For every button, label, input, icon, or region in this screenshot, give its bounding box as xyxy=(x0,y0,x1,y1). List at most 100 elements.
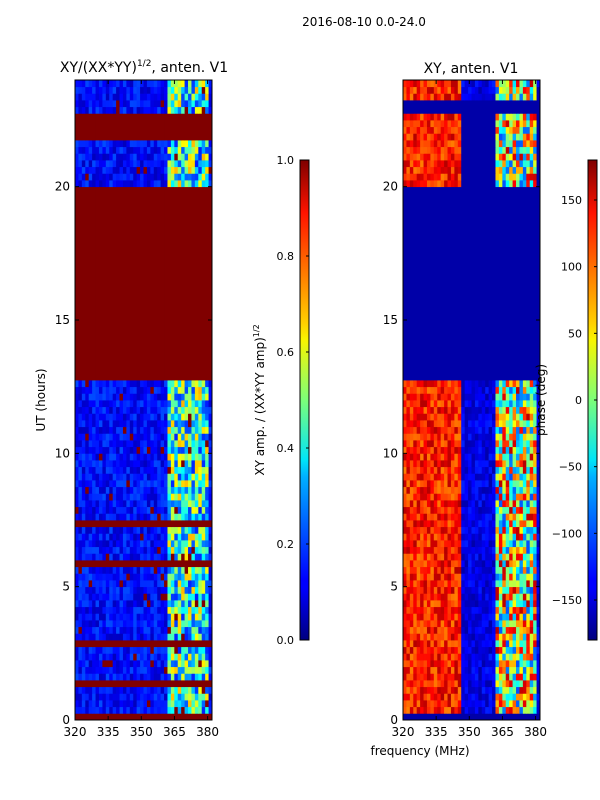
heatmap-cell xyxy=(164,186,168,194)
heatmap-cell xyxy=(136,606,141,614)
heatmap-cell xyxy=(492,640,496,648)
heatmap-cell xyxy=(129,413,134,421)
heatmap-cell xyxy=(194,246,199,254)
heatmap-cell xyxy=(468,700,472,708)
heatmap-cell xyxy=(140,80,144,88)
heatmap-cell xyxy=(112,646,117,654)
heatmap-cell xyxy=(98,226,103,234)
heatmap-cell xyxy=(444,680,448,688)
heatmap-cell xyxy=(471,660,476,668)
heatmap-cell xyxy=(201,266,206,274)
heatmap-cell xyxy=(191,293,196,301)
heatmap-cell xyxy=(461,680,466,688)
heatmap-cell xyxy=(437,700,442,708)
heatmap-cell xyxy=(122,673,127,681)
heatmap-cell xyxy=(133,693,138,701)
heatmap-cell xyxy=(198,473,203,481)
heatmap-cell xyxy=(75,540,79,548)
heatmap-cell xyxy=(409,566,414,574)
heatmap-cell xyxy=(194,340,199,348)
heatmap-cell xyxy=(464,646,469,654)
heatmap-cell xyxy=(447,540,452,548)
heatmap-cell xyxy=(119,133,124,141)
heatmap-cell xyxy=(146,413,151,421)
heatmap-cell xyxy=(194,713,199,720)
heatmap-cell xyxy=(177,240,182,248)
heatmap-cell xyxy=(413,540,418,548)
heatmap-cell xyxy=(116,473,120,481)
heatmap-cell xyxy=(75,346,79,354)
heatmap-cell xyxy=(92,506,96,514)
heatmap-cell xyxy=(157,626,162,634)
heatmap-cell xyxy=(167,240,172,248)
heatmap-cell xyxy=(403,633,407,641)
heatmap-cell xyxy=(447,600,452,608)
heatmap-cell xyxy=(177,333,182,341)
heatmap-cell xyxy=(153,540,158,548)
heatmap-cell xyxy=(478,680,483,688)
heatmap-cell xyxy=(509,573,513,581)
heatmap-cell xyxy=(191,200,196,208)
heatmap-cell xyxy=(191,393,196,401)
heatmap-cell xyxy=(201,673,206,681)
heatmap-cell xyxy=(201,420,206,428)
heatmap-cell xyxy=(92,333,96,341)
heatmap-cell xyxy=(160,140,165,148)
heatmap-cell xyxy=(529,613,534,621)
heatmap-cell xyxy=(116,540,120,548)
heatmap-cell xyxy=(75,213,79,221)
heatmap-cell xyxy=(122,406,127,414)
heatmap-cell xyxy=(102,553,107,561)
heatmap-cell xyxy=(92,353,96,361)
heatmap-cell xyxy=(201,373,206,381)
heatmap-cell xyxy=(174,373,179,381)
heatmap-cell xyxy=(112,180,117,188)
heatmap-cell xyxy=(488,626,493,634)
heatmap-cell xyxy=(481,693,486,701)
heatmap-cell xyxy=(536,713,540,720)
heatmap-cell xyxy=(194,186,199,194)
heatmap-cell xyxy=(423,706,428,714)
heatmap-cell xyxy=(191,206,196,214)
heatmap-cell xyxy=(164,240,168,248)
heatmap-cell xyxy=(143,386,148,394)
heatmap-cell xyxy=(191,600,196,608)
heatmap-cell xyxy=(526,540,531,548)
heatmap-cell xyxy=(450,553,455,561)
heatmap-cell xyxy=(140,200,144,208)
heatmap-cell xyxy=(160,713,165,720)
heatmap-cell xyxy=(208,493,212,501)
heatmap-cell xyxy=(423,673,428,681)
heatmap-cell xyxy=(164,580,168,588)
heatmap-cell xyxy=(133,513,138,521)
heatmap-cell xyxy=(184,700,189,708)
heatmap-cell xyxy=(457,640,462,648)
heatmap-cell xyxy=(116,626,120,634)
heatmap-cell xyxy=(143,180,148,188)
heatmap-cell xyxy=(81,566,86,574)
heatmap-cell xyxy=(133,566,138,574)
heatmap-cell xyxy=(447,633,452,641)
heatmap-cell xyxy=(454,580,459,588)
heatmap-cell xyxy=(88,573,93,581)
heatmap-cell xyxy=(174,200,179,208)
heatmap-cell xyxy=(164,80,168,88)
heatmap-cell xyxy=(533,653,537,661)
heatmap-cell xyxy=(536,633,540,641)
heatmap-cell xyxy=(95,640,100,648)
heatmap-cell xyxy=(430,620,435,628)
heatmap-cell xyxy=(526,626,531,634)
heatmap-cell xyxy=(150,320,155,328)
heatmap-cell xyxy=(416,713,421,720)
heatmap-cell xyxy=(420,573,424,581)
heatmap-cell xyxy=(188,293,192,301)
heatmap-cell xyxy=(129,433,134,441)
heatmap-cell xyxy=(160,573,165,581)
heatmap-cell xyxy=(105,526,110,534)
heatmap-cell xyxy=(519,606,524,614)
heatmap-cell xyxy=(198,133,203,141)
heatmap-cell xyxy=(143,560,148,568)
heatmap-cell xyxy=(116,460,120,468)
heatmap-cell xyxy=(512,613,517,621)
heatmap-cell xyxy=(160,260,165,268)
